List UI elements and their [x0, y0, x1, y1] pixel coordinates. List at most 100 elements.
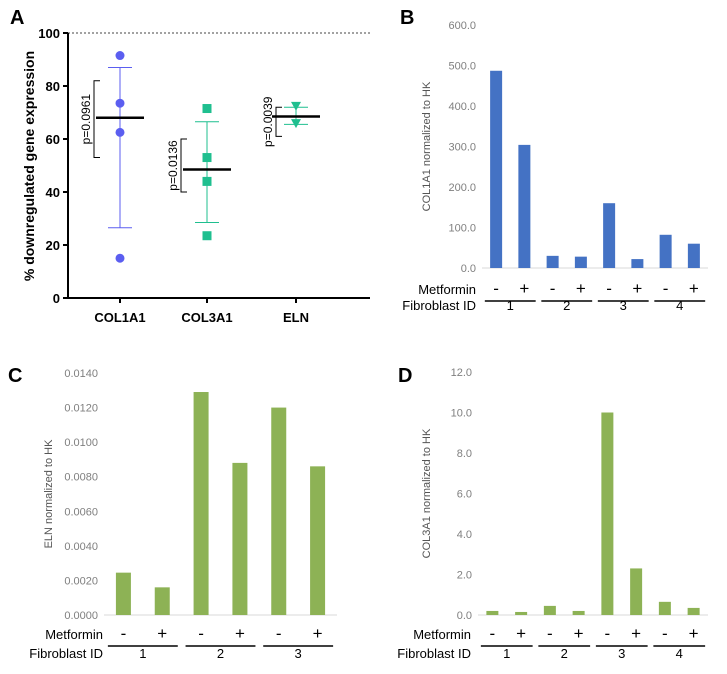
y-tick-label: 60: [46, 132, 60, 147]
y-tick-label: 0.0000: [64, 610, 98, 622]
p-value-label: p=0.0961: [79, 94, 93, 145]
bar: [546, 255, 559, 268]
panel-c-bar-chart: 0.0000 0.0020 0.0040 0.0060 0.0080 0.0100 0.01…: [29, 368, 337, 661]
bar: [630, 568, 643, 615]
y-tick-label: 12.0: [451, 367, 472, 379]
y-tick-label: 6.0: [457, 489, 472, 501]
bar: [687, 243, 700, 268]
x-tick-label: COL3A1: [181, 310, 232, 325]
fibroblast-id-label: 3: [620, 298, 627, 313]
data-point: [202, 231, 212, 241]
metformin-sign: +: [689, 279, 699, 298]
fibroblast-id-row-label: Fibroblast ID: [397, 646, 471, 661]
fibroblast-id-row-label: Fibroblast ID: [29, 646, 103, 661]
y-tick-label: 80: [46, 79, 60, 94]
data-point: [202, 153, 212, 163]
y-tick-label: 4.0: [457, 529, 472, 541]
panel-a-scatter-chart: 0 20 40 60 80 100% downregulated gene express…: [21, 26, 370, 325]
data-point: [115, 127, 125, 137]
panel-b-bar-chart: 0.0 100.0 200.0 300.0 400.0 500.0 600.0 COL1A1 …: [402, 20, 708, 313]
metformin-sign: +: [574, 624, 584, 643]
bar: [572, 610, 585, 615]
data-point: [115, 253, 125, 263]
bar: [232, 462, 248, 615]
y-axis-label: % downregulated gene expression: [21, 51, 37, 281]
data-point: [115, 51, 125, 61]
bar: [631, 259, 644, 268]
bar: [658, 601, 671, 615]
fibroblast-id-label: 2: [561, 646, 568, 661]
panel-letter-c: C: [8, 365, 22, 387]
y-axis-label: ELN normalized to HK: [43, 439, 55, 548]
bar: [543, 605, 556, 615]
bar: [115, 572, 131, 615]
bar: [518, 144, 531, 268]
panel-letter-b: B: [400, 7, 414, 29]
bar: [687, 607, 700, 615]
y-tick-label: 0.0140: [64, 368, 98, 380]
fibroblast-id-label: 2: [217, 646, 224, 661]
y-tick-label: 20: [46, 238, 60, 253]
p-value-label: p=0.0136: [166, 140, 180, 191]
metformin-sign: -: [605, 624, 611, 643]
y-tick-label: 8.0: [457, 448, 472, 460]
x-tick-label: ELN: [283, 310, 309, 325]
y-tick-label: 400.0: [448, 101, 476, 113]
fibroblast-id-label: 3: [295, 646, 302, 661]
bar: [154, 587, 170, 615]
significance-bracket: [275, 106, 282, 137]
metformin-sign: +: [313, 624, 323, 643]
metformin-sign: +: [631, 624, 641, 643]
data-point: [202, 104, 212, 114]
fibroblast-id-row-label: Fibroblast ID: [402, 298, 476, 313]
metformin-sign: -: [276, 624, 282, 643]
fibroblast-id-label: 1: [507, 298, 514, 313]
metformin-sign: +: [516, 624, 526, 643]
y-tick-label: 600.0: [448, 20, 476, 32]
significance-bracket: [93, 80, 100, 159]
x-tick-label: COL1A1: [94, 310, 145, 325]
metformin-sign: +: [519, 279, 529, 298]
bar: [193, 392, 209, 615]
y-tick-label: 0.0120: [64, 403, 98, 415]
metformin-sign: -: [121, 624, 127, 643]
data-point: [291, 101, 301, 111]
metformin-sign: -: [662, 624, 668, 643]
y-tick-label: 0: [53, 291, 60, 306]
y-tick-label: 0.0: [461, 263, 476, 275]
fibroblast-id-label: 2: [563, 298, 570, 313]
metformin-sign: -: [490, 624, 496, 643]
metformin-sign: -: [547, 624, 553, 643]
bar: [310, 466, 326, 615]
bar: [486, 610, 499, 615]
bar: [574, 256, 587, 268]
metformin-sign: +: [576, 279, 586, 298]
y-tick-label: 0.0040: [64, 541, 98, 553]
metformin-sign: -: [493, 279, 499, 298]
fibroblast-id-label: 3: [618, 646, 625, 661]
p-value-label: p=0.0039: [261, 96, 275, 147]
fibroblast-id-label: 4: [676, 646, 683, 661]
metformin-sign: -: [606, 279, 612, 298]
metformin-row-label: Metformin: [45, 627, 103, 642]
metformin-sign: -: [198, 624, 204, 643]
y-axis-label: COL3A1 normalized to HK: [421, 428, 433, 558]
y-axis-label: COL1A1 normalized to HK: [421, 81, 433, 211]
y-tick-label: 300.0: [448, 142, 476, 154]
metformin-sign: -: [550, 279, 556, 298]
y-tick-label: 0.0020: [64, 575, 98, 587]
metformin-sign: +: [157, 624, 167, 643]
panel-d-bar-chart: 0.0 2.0 4.0 6.0 8.0 10.0 12.0 COL3A1 normalized…: [397, 367, 708, 661]
significance-bracket: [180, 138, 187, 193]
bar: [659, 234, 672, 268]
y-tick-label: 0.0100: [64, 437, 98, 449]
y-tick-label: 100: [38, 26, 60, 41]
data-point: [291, 119, 301, 129]
y-tick-label: 2.0: [457, 570, 472, 582]
panel-letter-d: D: [398, 365, 412, 387]
metformin-row-label: Metformin: [418, 282, 476, 297]
bar: [603, 203, 616, 268]
metformin-sign: +: [689, 624, 699, 643]
bar: [601, 412, 614, 615]
